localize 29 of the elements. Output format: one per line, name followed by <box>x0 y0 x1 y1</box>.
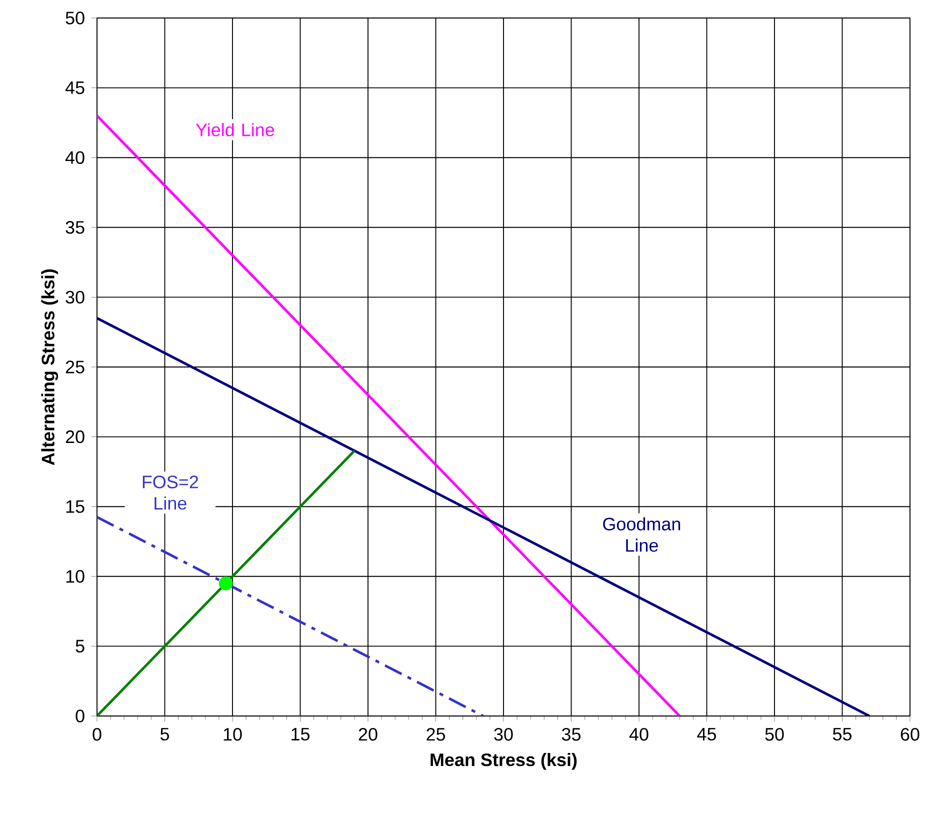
y-axis-title: Alternating Stress (ksi) <box>41 269 58 466</box>
y-tick-label: 30 <box>66 290 84 304</box>
x-tick-label: 40 <box>629 728 648 741</box>
y-tick-label: 5 <box>76 640 84 652</box>
series-label: FOS=2 Line <box>142 476 198 510</box>
x-tick-label: 0 <box>92 728 102 741</box>
y-tick-label: 45 <box>65 82 84 94</box>
x-tick-label: 5 <box>160 728 170 741</box>
y-tick-label: 15 <box>66 500 84 513</box>
x-tick-label: 20 <box>358 728 378 741</box>
series-label: Goodman Line <box>603 517 680 552</box>
y-tick-label: 0 <box>76 710 84 722</box>
x-tick-label: 25 <box>426 728 446 741</box>
x-tick-label: 15 <box>292 728 310 741</box>
y-tick-label: 40 <box>65 151 84 164</box>
y-tick-label: 10 <box>66 570 84 583</box>
y-tick-label: 35 <box>66 221 84 234</box>
x-tick-label: 45 <box>697 728 716 741</box>
y-tick-label: 25 <box>66 360 84 374</box>
y-tick-label: 50 <box>66 12 84 24</box>
x-tick-label: 55 <box>832 728 852 741</box>
x-tick-label: 50 <box>765 728 784 741</box>
text: Yield Line <box>196 123 274 136</box>
x-tick-label: 35 <box>562 728 581 741</box>
y-tick-label: 20 <box>66 430 84 444</box>
x-axis-title: Mean Stress (ksi) <box>430 752 577 770</box>
x-tick-label: 60 <box>900 728 920 741</box>
x-tick-label: 10 <box>224 728 242 741</box>
x-tick-label: 30 <box>494 728 513 741</box>
